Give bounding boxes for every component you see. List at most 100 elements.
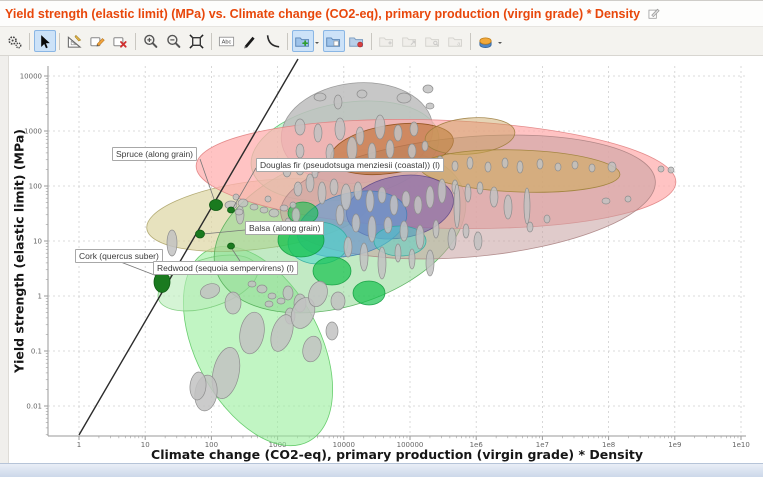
family-envelope-vivid-green-3[interactable] bbox=[352, 280, 386, 306]
material-bubble[interactable] bbox=[333, 94, 343, 110]
material-bubble[interactable] bbox=[305, 173, 315, 193]
material-bubble[interactable] bbox=[385, 139, 395, 159]
material-bubble[interactable] bbox=[268, 208, 280, 218]
zoom-in-button[interactable] bbox=[140, 30, 162, 52]
material-bubble[interactable] bbox=[267, 292, 277, 300]
material-bubble[interactable] bbox=[421, 140, 429, 152]
draw-curve-button[interactable] bbox=[262, 30, 284, 52]
material-bubble[interactable] bbox=[377, 186, 387, 204]
material-bubble[interactable] bbox=[335, 204, 345, 226]
material-bubble[interactable] bbox=[554, 162, 562, 172]
zoom-out-button[interactable] bbox=[163, 30, 185, 52]
material-bubble[interactable] bbox=[249, 203, 259, 211]
add-text-button[interactable]: Abc bbox=[216, 30, 238, 52]
material-bubble[interactable] bbox=[313, 92, 327, 102]
material-label[interactable]: Redwood (sequoia sempervirens) (l) bbox=[153, 261, 299, 275]
material-bubble[interactable] bbox=[365, 189, 375, 213]
material-label[interactable]: Balsa (along grain) bbox=[245, 221, 325, 235]
material-bubble[interactable] bbox=[267, 312, 298, 354]
material-bubble[interactable] bbox=[451, 160, 459, 172]
stage-action-2-button[interactable] bbox=[399, 30, 421, 52]
material-bubble[interactable] bbox=[313, 123, 323, 143]
new-stage-dropdown-caret[interactable] bbox=[315, 42, 319, 46]
material-bubble[interactable] bbox=[259, 206, 269, 214]
material-bubble[interactable] bbox=[276, 297, 286, 305]
material-bubble[interactable] bbox=[389, 194, 399, 216]
material-bubble[interactable] bbox=[476, 181, 484, 195]
material-bubble[interactable] bbox=[425, 185, 435, 209]
material-label[interactable]: Cork (quercus suber) bbox=[75, 249, 163, 263]
material-bubble[interactable] bbox=[355, 126, 365, 146]
material-bubble[interactable] bbox=[462, 223, 470, 239]
edit-chart-title-icon[interactable] bbox=[647, 7, 661, 21]
material-bubble[interactable] bbox=[367, 215, 377, 243]
material-bubble[interactable] bbox=[247, 280, 257, 288]
material-bubble[interactable] bbox=[503, 194, 513, 220]
material-bubble[interactable] bbox=[501, 157, 509, 169]
material-bubble[interactable] bbox=[425, 249, 435, 277]
material-bubble[interactable] bbox=[408, 248, 416, 270]
selection-guideline[interactable] bbox=[78, 58, 299, 436]
material-bubble[interactable] bbox=[351, 213, 361, 233]
material-bubble[interactable] bbox=[293, 181, 303, 197]
family-envelope-vivid-green-2[interactable] bbox=[312, 256, 352, 286]
material-bubble[interactable] bbox=[317, 181, 327, 205]
material-bubble[interactable] bbox=[413, 195, 423, 215]
material-bubble[interactable] bbox=[422, 84, 434, 94]
box-selection-button[interactable] bbox=[87, 30, 109, 52]
material-bubble[interactable] bbox=[607, 161, 617, 173]
material-bubble[interactable] bbox=[300, 334, 324, 364]
material-bubble[interactable] bbox=[383, 216, 393, 234]
material-bubble[interactable] bbox=[396, 92, 412, 104]
zoom-fit-button[interactable] bbox=[186, 30, 208, 52]
result-display-dropdown-caret[interactable] bbox=[498, 42, 502, 46]
delete-stage-button[interactable] bbox=[346, 30, 368, 52]
stage-action-1-button[interactable] bbox=[376, 30, 398, 52]
measure-button[interactable] bbox=[64, 30, 86, 52]
material-bubble[interactable] bbox=[624, 195, 632, 203]
material-bubble[interactable] bbox=[237, 198, 249, 208]
material-bubble[interactable] bbox=[571, 160, 579, 170]
material-bubble[interactable] bbox=[432, 219, 440, 239]
material-bubble[interactable] bbox=[208, 345, 244, 401]
material-bubble[interactable] bbox=[294, 118, 306, 136]
material-bubble[interactable] bbox=[466, 156, 474, 170]
material-bubble[interactable] bbox=[374, 114, 386, 140]
material-bubble[interactable] bbox=[334, 117, 346, 141]
material-bubble[interactable] bbox=[353, 181, 363, 201]
material-bubble[interactable] bbox=[340, 183, 352, 211]
material-bubble[interactable] bbox=[189, 371, 207, 401]
material-bubble[interactable] bbox=[657, 165, 665, 173]
material-bubble[interactable] bbox=[425, 102, 435, 110]
material-bubble[interactable] bbox=[356, 89, 368, 99]
material-bubble[interactable] bbox=[166, 229, 178, 257]
material-bubble[interactable] bbox=[588, 163, 596, 173]
material-bubble[interactable] bbox=[343, 236, 353, 258]
clear-selection-button[interactable] bbox=[110, 30, 132, 52]
material-bubble[interactable] bbox=[489, 186, 499, 208]
material-bubble[interactable] bbox=[523, 187, 531, 225]
material-bubble[interactable] bbox=[393, 124, 403, 142]
material-bubble[interactable] bbox=[667, 166, 675, 174]
material-bubble[interactable] bbox=[536, 158, 544, 170]
select-cursor-button[interactable] bbox=[33, 30, 56, 52]
highlighted-record[interactable] bbox=[209, 199, 223, 211]
material-bubble[interactable] bbox=[359, 242, 369, 272]
stage-action-4-button[interactable]: a bbox=[445, 30, 467, 52]
material-bubble[interactable] bbox=[377, 246, 387, 280]
material-bubble[interactable] bbox=[437, 178, 447, 204]
material-bubble[interactable] bbox=[409, 121, 419, 137]
material-bubble[interactable] bbox=[256, 284, 268, 294]
material-bubble[interactable] bbox=[447, 227, 457, 251]
chart-settings-button[interactable] bbox=[4, 30, 26, 52]
material-bubble[interactable] bbox=[237, 310, 268, 356]
highlighted-record[interactable] bbox=[195, 229, 205, 239]
material-bubble[interactable] bbox=[484, 161, 492, 173]
material-bubble[interactable] bbox=[601, 197, 611, 205]
stage-action-3-button[interactable] bbox=[422, 30, 444, 52]
material-bubble[interactable] bbox=[464, 183, 472, 203]
material-bubble[interactable] bbox=[325, 321, 339, 341]
material-bubble[interactable] bbox=[526, 221, 534, 233]
material-bubble[interactable] bbox=[473, 231, 483, 251]
material-bubble[interactable] bbox=[401, 190, 411, 208]
